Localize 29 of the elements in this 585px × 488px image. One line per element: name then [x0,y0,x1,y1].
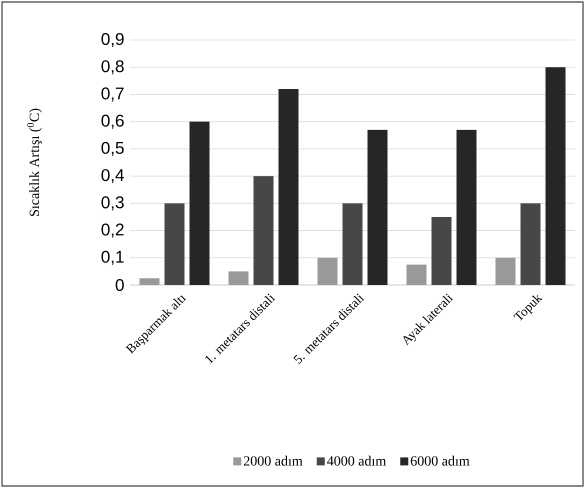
y-tick-label: 0,3 [101,196,124,210]
y-tick-label: 0,2 [101,224,124,238]
bar [228,271,249,285]
y-tick-label: 0,1 [101,250,124,265]
y-tick-label: 0 [116,278,124,292]
bar [496,258,516,285]
bar [406,264,427,285]
y-tick-label: 0,5 [101,142,124,156]
bar [190,122,210,285]
bar [520,203,541,285]
bar [318,258,338,285]
bar [456,130,477,285]
y-axis-title: Sıcaklık Artışı ($^{0}$C) [27,108,42,216]
bar [432,216,452,285]
bar [546,67,566,285]
y-tick-label: 0,4 [101,169,124,184]
legend-label: 6000 adım [410,456,470,466]
y-tick-label: 0,8 [101,60,124,74]
bar [278,89,299,285]
legend-label: 2000 adım [244,456,303,466]
y-tick-label: 0,9 [101,32,124,48]
y-tick-label: 0,7 [101,87,124,102]
bar [164,203,185,285]
bar [342,203,363,285]
y-tick-label: 0,6 [101,114,124,129]
bar [254,176,274,285]
legend-label: 4000 adım [327,456,386,466]
bar [368,130,388,285]
bar [140,278,160,285]
